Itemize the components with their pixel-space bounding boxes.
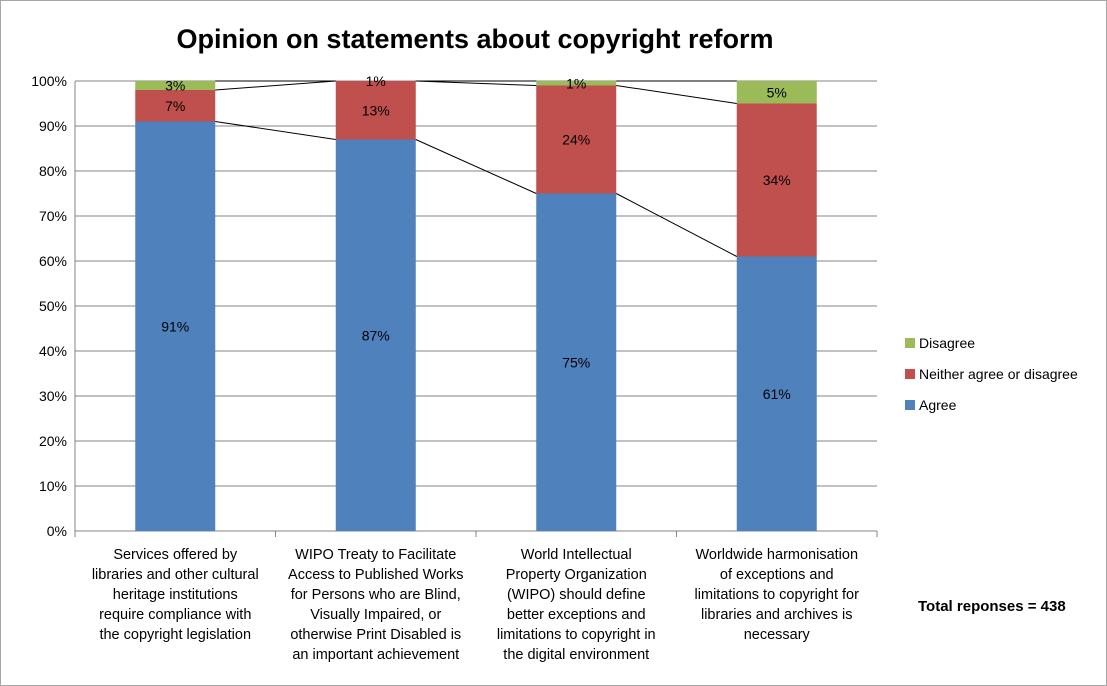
x-category-label-line: Access to Published Works xyxy=(288,567,464,583)
x-category-label-line: for Persons who are Blind, xyxy=(290,587,461,603)
y-tick-label: 0% xyxy=(47,523,67,539)
chart-title: Opinion on statements about copyright re… xyxy=(176,24,774,54)
data-label: 1% xyxy=(566,75,586,91)
y-tick-label: 100% xyxy=(31,73,67,89)
x-category-label-line: of exceptions and xyxy=(719,567,834,583)
y-tick-label: 50% xyxy=(39,298,67,314)
bar-agree-4 xyxy=(736,256,817,531)
x-category-label-line: Visually Impaired, or xyxy=(310,607,442,623)
y-tick-label: 70% xyxy=(39,208,67,224)
x-category-label-line: an important achievement xyxy=(292,647,460,663)
bar-agree-2 xyxy=(335,139,416,531)
bar-neither-agree-or-disagree-2 xyxy=(335,81,416,140)
bar-disagree-1 xyxy=(135,81,216,90)
x-category-label-line: necessary xyxy=(743,627,810,643)
bar-neither-agree-or-disagree-3 xyxy=(536,85,617,194)
series-line xyxy=(616,85,737,104)
legend-label: Neither agree or disagree xyxy=(919,366,1078,382)
data-label: 34% xyxy=(763,172,791,188)
x-category-label: Worldwide harmonisation of exceptions and… xyxy=(674,545,879,645)
x-category-label-line: World Intellectual xyxy=(520,547,632,563)
data-label: 13% xyxy=(362,102,390,118)
x-category-label-line: Worldwide harmonisation xyxy=(695,547,859,563)
x-category-label-line: WIPO Treaty to Facilitate xyxy=(295,547,457,563)
data-label: 75% xyxy=(562,354,590,370)
y-tick-label: 20% xyxy=(39,433,67,449)
legend-item: Agree xyxy=(905,395,1078,415)
legend-swatch xyxy=(905,369,915,379)
y-tick-label: 10% xyxy=(39,478,67,494)
legend: Disagree Neither agree or disagree Agree xyxy=(905,333,1078,426)
y-tick-label: 40% xyxy=(39,343,67,359)
y-tick-label: 30% xyxy=(39,388,67,404)
bar-disagree-3 xyxy=(536,81,617,86)
data-label: 24% xyxy=(562,132,590,148)
data-label: 1% xyxy=(366,73,386,89)
x-category-label-line: heritage institutions xyxy=(112,587,238,603)
bar-neither-agree-or-disagree-4 xyxy=(736,103,817,257)
bar-agree-3 xyxy=(536,193,617,531)
legend-label: Disagree xyxy=(919,335,976,351)
x-category-label-line: Services offered by xyxy=(113,547,238,563)
x-category-label-line: require compliance with xyxy=(99,607,252,623)
bar-agree-1 xyxy=(135,121,216,531)
x-category-label-line: otherwise Print Disabled is xyxy=(290,627,462,643)
data-label: 61% xyxy=(763,386,791,402)
y-tick-label: 80% xyxy=(39,163,67,179)
series-line xyxy=(616,193,737,257)
x-category-label-line: limitations to copyright in xyxy=(496,627,656,643)
y-tick-label: 60% xyxy=(39,253,67,269)
x-category-label-line: (WIPO) should define xyxy=(506,587,646,603)
x-category-label-line: the digital environment xyxy=(503,647,650,663)
x-category-label: WIPO Treaty to Facilitate Access to Publi… xyxy=(273,545,478,665)
series-line xyxy=(415,80,537,86)
x-category-label: Services offered by libraries and other c… xyxy=(73,545,278,645)
series-line xyxy=(215,80,336,91)
bar-disagree-4 xyxy=(736,81,817,104)
data-label: 87% xyxy=(362,327,390,343)
data-label: 3% xyxy=(165,78,185,94)
x-category-label-line: the copyright legislation xyxy=(99,627,252,643)
bar-neither-agree-or-disagree-1 xyxy=(135,90,216,122)
legend-item: Disagree xyxy=(905,333,1078,353)
x-category-label-line: libraries and archives is xyxy=(700,607,853,623)
legend-label: Agree xyxy=(919,397,957,413)
x-category-label-line: Property Organization xyxy=(505,567,647,583)
x-category-label-line: limitations to copyright for xyxy=(694,587,859,603)
y-tick-label: 90% xyxy=(39,118,67,134)
data-label: 91% xyxy=(161,318,189,334)
total-responses-note: Total reponses = 438 xyxy=(918,598,1066,615)
data-label: 5% xyxy=(767,84,787,100)
legend-swatch xyxy=(905,400,915,410)
legend-swatch xyxy=(905,338,915,348)
legend-item: Neither agree or disagree xyxy=(905,364,1078,384)
series-line xyxy=(215,121,336,140)
x-category-label-line: better exceptions and xyxy=(506,607,646,623)
series-line xyxy=(415,139,537,194)
data-label: 7% xyxy=(165,98,185,114)
x-category-label-line: libraries and other cultural xyxy=(91,567,259,583)
x-category-label: World Intellectual Property Organization (… xyxy=(474,545,679,665)
